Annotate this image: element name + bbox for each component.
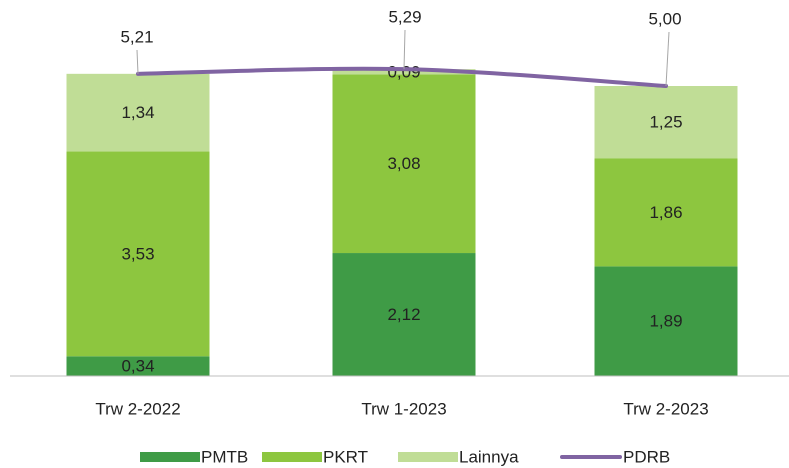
bar-segment: [66, 356, 210, 376]
x-tick-label: Trw 2-2023: [623, 399, 708, 418]
leader-line: [136, 49, 139, 74]
data-label: 1,25: [649, 113, 682, 132]
data-label: 5,29: [388, 7, 421, 26]
legend-label: PKRT: [323, 447, 368, 466]
x-tick-label: Trw 2-2022: [95, 399, 180, 418]
data-label: 1,89: [649, 312, 682, 331]
data-label: 5,21: [120, 27, 153, 46]
legend-label: PDRB: [623, 447, 670, 466]
x-tick-label: Trw 1-2023: [361, 399, 446, 418]
data-label: 1,86: [649, 203, 682, 222]
bar-segment: [66, 73, 210, 152]
data-label: 1,34: [121, 103, 154, 122]
data-label: 0,34: [121, 357, 154, 376]
bar-segment: [594, 86, 738, 159]
bar-segment: [594, 158, 738, 267]
leader-line: [665, 31, 670, 87]
bar-segment: [332, 253, 476, 376]
legend-swatch: [262, 452, 322, 462]
data-label: 2,12: [387, 305, 420, 324]
data-label: 3,53: [121, 244, 154, 263]
data-label: 5,00: [648, 9, 681, 28]
bar-segment: [66, 151, 210, 357]
leader-line: [403, 29, 406, 70]
bar-segment: [594, 266, 738, 376]
legend-label: PMTB: [201, 447, 248, 466]
legend-swatch: [140, 452, 200, 462]
legend-label: Lainnya: [459, 447, 519, 466]
legend-swatch: [398, 452, 458, 462]
bar-segment: [332, 69, 476, 75]
data-label: 3,08: [387, 154, 420, 173]
bar-segment: [332, 74, 476, 254]
